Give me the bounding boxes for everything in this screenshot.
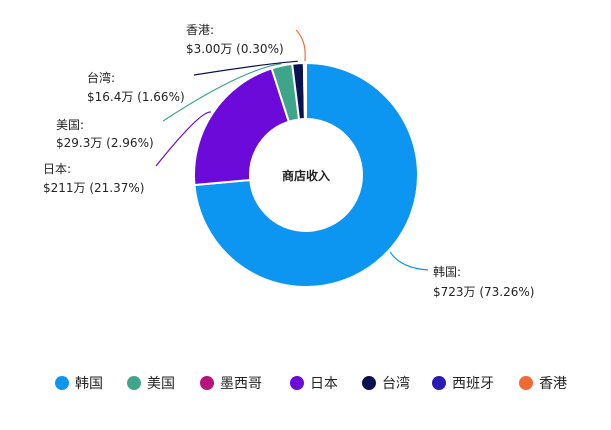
legend-marker-日本 [290,376,304,390]
slice-韩国[interactable] [193,61,419,288]
leader-line-韩国 [389,251,429,271]
legend-marker-香港 [519,376,533,390]
legend-label-日本: 日本 [310,376,338,392]
data-label-name-日本: 日本: [43,162,71,176]
data-label-value-韩国: $723万 (73.26%) [433,285,534,299]
legend-marker-美国 [127,376,141,390]
data-label-name-台湾: 台湾: [87,70,115,85]
legend-marker-墨西哥 [200,376,214,390]
leader-line-日本 [155,111,212,167]
data-label-name-韩国: 韩国: [433,264,461,279]
leader-line-台湾 [193,60,298,76]
slice-香港[interactable] [302,61,307,121]
data-label-value-美国: $29.3万 (2.96%) [56,136,154,150]
legend-item-日本[interactable]: 日本 [290,376,338,392]
legend-item-韩国[interactable]: 韩国 [55,376,103,392]
legend-item-美国[interactable]: 美国 [127,376,175,392]
legend-marker-西班牙 [432,376,446,390]
leader-line-美国 [162,63,282,122]
legend-label-墨西哥: 墨西哥 [220,376,262,392]
slice-labels: 韩国: $723万 (73.26%) 日本: $211万 (21.37%) 美国: $29… [43,23,534,299]
legend-label-台湾: 台湾 [382,375,410,392]
legend-item-台湾[interactable]: 台湾 [362,375,410,392]
legend-label-香港: 香港 [539,376,567,392]
center-label: 商店收入 [282,168,330,183]
legend-marker-韩国 [55,376,69,390]
legend-label-西班牙: 西班牙 [452,376,494,392]
slice-日本[interactable] [193,67,291,187]
legend-item-香港[interactable]: 香港 [519,376,567,392]
legend-label-美国: 美国 [147,376,175,392]
donut-slices [193,61,419,288]
legend: 韩国 美国 墨西哥 日本 台湾 西班牙 香港 [55,375,567,392]
data-label-value-台湾: $16.4万 (1.66%) [87,90,185,104]
legend-item-墨西哥[interactable]: 墨西哥 [200,376,262,392]
data-label-value-香港: $3.00万 (0.30%) [186,42,284,56]
legend-item-西班牙[interactable]: 西班牙 [432,376,494,392]
data-label-name-美国: 美国: [56,118,84,132]
data-label-value-日本: $211万 (21.37%) [43,181,144,195]
legend-marker-台湾 [362,376,376,390]
leader-line-香港 [295,29,306,62]
legend-label-韩国: 韩国 [75,376,103,392]
data-label-name-香港: 香港: [186,23,214,37]
